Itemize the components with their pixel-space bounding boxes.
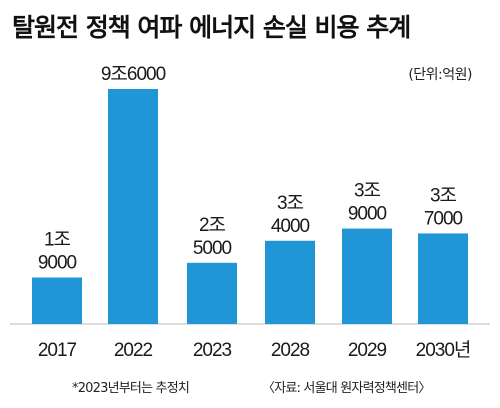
chart-title: 탈원전 정책 여파 에너지 손실 비용 추계 bbox=[12, 13, 411, 42]
x-tick-2030년: 2030년 bbox=[416, 339, 471, 361]
data-label-2030년-0: 3조 bbox=[430, 185, 457, 206]
bar-2023 bbox=[187, 262, 237, 324]
data-label-2028-0: 3조 bbox=[277, 193, 304, 214]
bar-2017 bbox=[32, 277, 82, 324]
data-label-2022-0: 9조6000 bbox=[101, 64, 166, 85]
bar-2028 bbox=[265, 240, 315, 324]
x-tick-2023: 2023 bbox=[193, 340, 232, 361]
bar-2030년 bbox=[418, 233, 468, 324]
bar-2029 bbox=[342, 228, 392, 324]
x-tick-2022: 2022 bbox=[114, 340, 153, 361]
data-label-2029-0: 3조 bbox=[354, 181, 381, 202]
unit-label: (단위:억원) bbox=[408, 67, 472, 83]
x-tick-2028: 2028 bbox=[271, 340, 310, 361]
footnote: *2023년부터는 추정치 bbox=[72, 381, 190, 396]
data-label-2017-1: 9000 bbox=[38, 252, 77, 273]
x-tick-2017: 2017 bbox=[38, 340, 77, 361]
data-label-2023-1: 5000 bbox=[193, 238, 232, 259]
x-tick-2029: 2029 bbox=[348, 340, 387, 361]
data-label-2017-0: 1조 bbox=[44, 229, 71, 250]
source-note: 〈자료: 서울대 원자력정책센터〉 bbox=[262, 381, 431, 396]
data-label-2030년-1: 7000 bbox=[424, 208, 463, 229]
data-label-2023-0: 2조 bbox=[199, 215, 226, 236]
data-label-2028-1: 4000 bbox=[271, 216, 310, 237]
bar-2022 bbox=[108, 89, 158, 324]
data-label-2029-1: 9000 bbox=[348, 204, 387, 225]
